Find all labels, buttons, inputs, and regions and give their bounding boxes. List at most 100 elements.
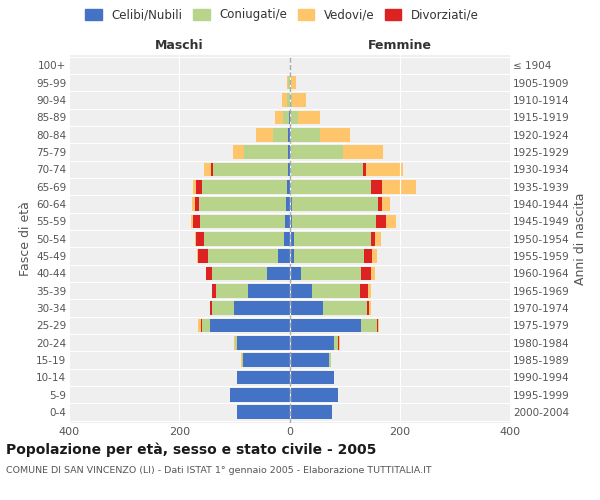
Bar	[371, 180, 382, 194]
Bar	[209, 318, 290, 332]
Bar	[294, 232, 371, 245]
Bar	[378, 318, 379, 332]
Text: Femmine: Femmine	[368, 38, 432, 52]
Bar	[361, 266, 371, 280]
Bar	[193, 198, 194, 211]
Bar	[371, 232, 376, 245]
Bar	[248, 284, 290, 298]
Bar	[364, 250, 372, 263]
Bar	[376, 232, 381, 245]
Bar	[202, 180, 287, 194]
Bar	[204, 232, 284, 245]
Bar	[198, 250, 208, 263]
Bar	[292, 198, 378, 211]
Bar	[289, 128, 290, 141]
Bar	[291, 180, 371, 194]
Bar	[291, 162, 363, 176]
Bar	[290, 370, 334, 384]
Bar	[290, 354, 329, 367]
Bar	[268, 266, 290, 280]
Bar	[290, 94, 292, 107]
Bar	[289, 76, 290, 90]
Bar	[376, 214, 386, 228]
Bar	[343, 146, 383, 159]
Legend: Celibi/Nubili, Coniugati/e, Vedovi/e, Divorziati/e: Celibi/Nubili, Coniugati/e, Vedovi/e, Di…	[83, 6, 481, 24]
Bar	[191, 214, 193, 228]
Bar	[290, 232, 294, 245]
Bar	[194, 198, 199, 211]
Y-axis label: Anni di nascita: Anni di nascita	[574, 192, 587, 285]
Bar	[290, 214, 292, 228]
Bar	[285, 214, 290, 228]
Bar	[382, 180, 416, 194]
Bar	[237, 406, 290, 419]
Bar	[235, 302, 290, 315]
Text: COMUNE DI SAN VINCENZO (LI) - Dati ISTAT 1° gennaio 2005 - Elaborazione TUTTITAL: COMUNE DI SAN VINCENZO (LI) - Dati ISTAT…	[6, 466, 431, 475]
Bar	[298, 110, 320, 124]
Bar	[290, 198, 292, 211]
Bar	[273, 128, 289, 141]
Bar	[370, 302, 371, 315]
Bar	[361, 318, 377, 332]
Bar	[212, 284, 216, 298]
Bar	[193, 180, 196, 194]
Bar	[233, 146, 244, 159]
Bar	[203, 162, 211, 176]
Bar	[286, 198, 290, 211]
Bar	[290, 180, 291, 194]
Bar	[323, 302, 367, 315]
Bar	[290, 388, 338, 402]
Bar	[339, 336, 340, 349]
Bar	[290, 336, 334, 349]
Bar	[290, 110, 298, 124]
Bar	[212, 266, 268, 280]
Bar	[290, 128, 320, 141]
Bar	[256, 128, 273, 141]
Bar	[360, 284, 368, 298]
Bar	[290, 302, 323, 315]
Bar	[230, 388, 290, 402]
Bar	[311, 284, 360, 298]
Bar	[287, 76, 289, 90]
Bar	[363, 162, 365, 176]
Bar	[235, 336, 237, 349]
Bar	[290, 162, 291, 176]
Bar	[196, 180, 202, 194]
Bar	[334, 336, 338, 349]
Bar	[284, 232, 290, 245]
Bar	[290, 76, 296, 90]
Bar	[292, 214, 376, 228]
Bar	[212, 302, 235, 315]
Bar	[242, 354, 290, 367]
Bar	[289, 146, 290, 159]
Text: Popolazione per età, sesso e stato civile - 2005: Popolazione per età, sesso e stato civil…	[6, 442, 376, 457]
Bar	[368, 284, 371, 298]
Bar	[214, 162, 288, 176]
Bar	[199, 198, 286, 211]
Bar	[195, 232, 196, 245]
Bar	[377, 318, 378, 332]
Bar	[329, 354, 331, 367]
Bar	[201, 318, 202, 332]
Bar	[200, 214, 285, 228]
Bar	[372, 250, 377, 263]
Bar	[287, 180, 290, 194]
Bar	[283, 110, 289, 124]
Bar	[283, 94, 287, 107]
Bar	[338, 336, 339, 349]
Bar	[386, 214, 396, 228]
Bar	[278, 250, 290, 263]
Bar	[292, 94, 306, 107]
Bar	[275, 110, 283, 124]
Bar	[202, 318, 209, 332]
Bar	[287, 94, 290, 107]
Bar	[237, 336, 290, 349]
Bar	[290, 250, 294, 263]
Bar	[216, 284, 248, 298]
Bar	[290, 266, 301, 280]
Bar	[371, 266, 376, 280]
Bar	[365, 162, 403, 176]
Text: Maschi: Maschi	[155, 38, 203, 52]
Bar	[198, 318, 201, 332]
Bar	[290, 406, 332, 419]
